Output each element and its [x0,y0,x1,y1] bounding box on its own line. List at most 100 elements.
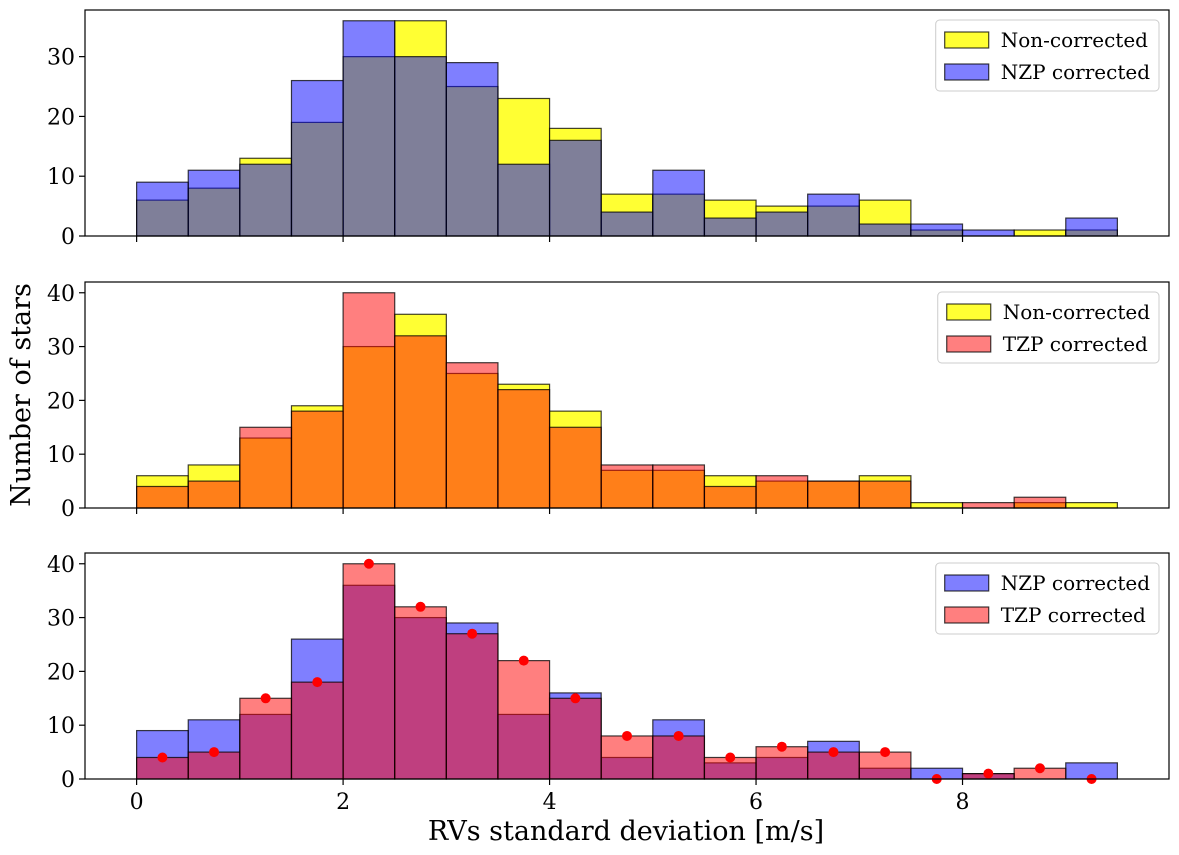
panel-2: 0 10 20 30 40 Non-corrected TZP corrected [47,281,1170,522]
bar [342,292,396,509]
bar [858,480,912,509]
bar [445,62,499,237]
bar [445,633,499,780]
legend-label: NZP corrected [1001,571,1150,595]
series-2-bars [136,292,1067,509]
bar [342,563,396,780]
x-tick-label: 6 [749,790,763,815]
legend-swatch [944,63,990,81]
bar [652,464,706,509]
legend-swatch [946,335,992,353]
bar [290,79,344,237]
bar [600,735,654,780]
bar [755,475,809,509]
legend-swatch [944,31,990,49]
bar [1013,229,1067,237]
marker-point [983,768,994,779]
marker-point [467,628,478,639]
bar [394,606,447,780]
y-tick-label: 0 [61,497,75,522]
marker-point [880,747,891,758]
marker-points [157,558,1097,784]
bar [239,697,293,780]
bar [187,169,241,237]
bar [807,193,860,237]
bar [394,335,447,509]
marker-point [1034,763,1045,774]
bar [807,480,860,509]
bar [1065,217,1118,237]
panel-1: 0 10 20 30 Non-corrected NZP corrected [47,9,1170,250]
bar [290,681,344,780]
legend-label: Non-corrected [1003,300,1150,324]
marker-point [622,730,632,741]
bar [239,163,293,237]
bar [394,56,447,237]
bar [497,389,551,509]
y-tick-label: 40 [47,282,75,307]
y-tick-label: 30 [47,607,75,632]
bar [703,217,757,237]
marker-point [260,693,271,704]
bar [600,464,654,509]
y-tick-label: 10 [47,714,75,739]
legend: NZP corrected TZP corrected [935,562,1160,635]
legend: Non-corrected TZP corrected [937,291,1160,364]
legend-label: TZP corrected [1003,332,1148,356]
marker-point [415,601,426,612]
legend-swatch [946,303,992,321]
y-tick-label: 20 [47,389,75,414]
y-tick-label: 20 [47,105,75,130]
legend-label: Non-corrected [1001,28,1148,52]
bar [497,163,551,237]
marker-point [209,747,220,758]
legend-swatch [944,606,990,624]
y-tick-label: 40 [47,553,75,578]
marker-point [157,752,168,763]
marker-point [312,677,323,688]
panel-3: 0 10 20 30 40 0 2 4 6 8 NZP corrected TZP corrected [47,552,1170,815]
bar [445,362,499,509]
y-tick-label: 10 [47,443,75,468]
bar [1065,502,1118,509]
bar [910,223,964,237]
bar [187,480,241,509]
x-tick-label: 2 [336,790,350,815]
bar [961,229,1015,237]
series-2-bars [136,563,1067,780]
legend: Non-corrected NZP corrected [935,19,1160,92]
bar [290,410,344,509]
bar [342,20,396,237]
marker-point [725,752,736,763]
legend-frame [935,19,1160,92]
bar [548,139,602,237]
bar [136,485,189,509]
marker-point [776,741,787,752]
legend-frame [937,291,1160,364]
y-tick-label: 0 [61,225,75,250]
y-tick-label: 30 [47,336,75,361]
marker-point [363,558,374,569]
bar [600,211,654,237]
bar [1013,496,1067,509]
bar [136,181,189,237]
marker-point [518,655,529,666]
x-axis-label: RVs standard deviation [m/s] [428,816,824,847]
x-tick-label: 0 [130,790,144,815]
bar [961,502,1015,509]
y-tick-label: 0 [61,768,75,793]
x-tick-label: 4 [543,790,557,815]
bar [703,485,757,509]
axes-frame [84,552,1170,780]
bar [548,697,602,780]
legend-frame [935,562,1160,635]
bar [858,223,912,237]
y-tick-label: 20 [47,660,75,685]
axes-frame [84,281,1170,509]
marker-point [828,747,839,758]
marker-point [570,693,581,704]
x-tick-label: 8 [956,790,970,815]
marker-point [673,730,684,741]
bar [239,426,293,509]
